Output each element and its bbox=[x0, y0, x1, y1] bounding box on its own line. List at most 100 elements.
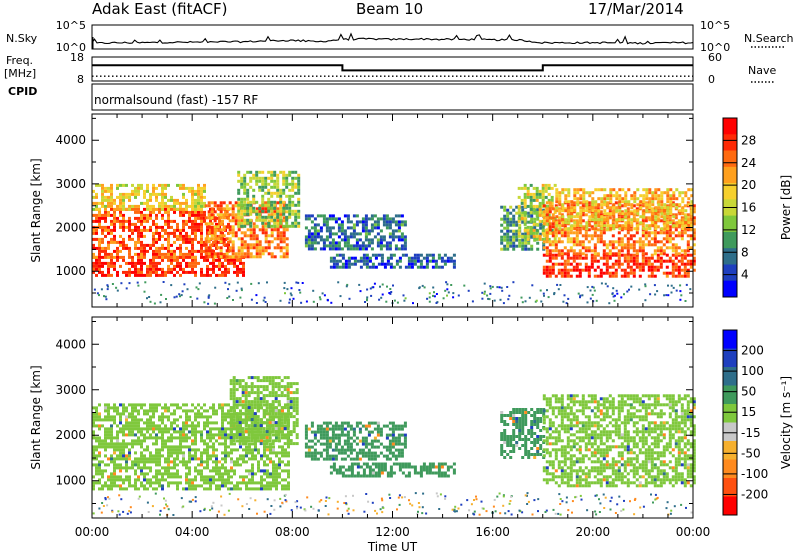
velocity-cell bbox=[128, 454, 131, 458]
power-cell bbox=[131, 222, 134, 226]
power-cell bbox=[285, 249, 289, 253]
velocity-cell bbox=[98, 445, 101, 449]
power-cell bbox=[304, 235, 308, 239]
power-cell bbox=[285, 252, 289, 256]
velocity-cell bbox=[155, 472, 158, 476]
power-cell bbox=[189, 296, 192, 298]
power-cell bbox=[509, 235, 513, 239]
power-cell bbox=[307, 217, 311, 221]
power-cell bbox=[125, 261, 128, 265]
velocity-cell bbox=[197, 430, 200, 434]
velocity-cell bbox=[182, 454, 185, 458]
power-cell bbox=[599, 231, 603, 235]
power-cell bbox=[200, 249, 203, 253]
power-cell bbox=[203, 195, 206, 199]
power-cell bbox=[319, 298, 322, 301]
power-cell bbox=[107, 225, 110, 229]
power-cell bbox=[560, 262, 564, 266]
power-cell bbox=[594, 218, 598, 222]
power-cell bbox=[294, 218, 298, 222]
power-cell bbox=[389, 265, 393, 269]
power-cell bbox=[240, 185, 244, 189]
velocity-cell bbox=[104, 409, 107, 413]
power-cell bbox=[576, 191, 580, 195]
power-cell bbox=[216, 246, 220, 250]
velocity-cell bbox=[125, 460, 128, 464]
power-cell bbox=[203, 249, 206, 253]
power-cell bbox=[200, 237, 203, 241]
power-cell bbox=[609, 188, 613, 192]
velocity-cell bbox=[191, 457, 194, 461]
power-cell bbox=[572, 231, 576, 235]
power-cell bbox=[686, 253, 690, 257]
power-cell bbox=[518, 226, 522, 230]
velocity-cell bbox=[140, 439, 143, 443]
power-cell bbox=[355, 238, 359, 242]
power-cell bbox=[188, 189, 191, 193]
power-cell bbox=[116, 195, 119, 199]
velocity-cell bbox=[128, 475, 131, 479]
power-cell bbox=[624, 212, 628, 216]
velocity-cell bbox=[140, 481, 143, 485]
power-cell bbox=[442, 297, 445, 300]
velocity-cell bbox=[161, 418, 164, 422]
power-cell bbox=[633, 194, 637, 198]
power-cell bbox=[173, 240, 176, 244]
power-cell bbox=[113, 261, 116, 265]
velocity-cell bbox=[119, 445, 122, 449]
power-cell bbox=[291, 224, 295, 228]
power-cell bbox=[651, 215, 655, 219]
power-cell bbox=[155, 237, 158, 241]
power-cell bbox=[243, 197, 247, 201]
velocity-cell bbox=[131, 439, 134, 443]
power-cell bbox=[367, 244, 371, 248]
power-cell bbox=[593, 249, 597, 253]
power-cell bbox=[288, 203, 292, 207]
power-cell bbox=[182, 237, 185, 241]
power-cell bbox=[606, 194, 610, 198]
power-cell bbox=[576, 215, 580, 219]
power-cell bbox=[231, 204, 235, 208]
power-cell bbox=[518, 244, 522, 248]
power-cell bbox=[110, 252, 113, 256]
power-cell bbox=[116, 204, 119, 208]
velocity-cell bbox=[194, 412, 197, 416]
power-cell bbox=[570, 224, 574, 228]
power-cell bbox=[224, 210, 227, 214]
power-cell bbox=[92, 267, 95, 271]
velocity-cell bbox=[251, 475, 254, 479]
power-cell bbox=[261, 179, 265, 183]
power-cell bbox=[597, 218, 601, 222]
power-cell bbox=[237, 191, 241, 195]
power-cell bbox=[167, 183, 170, 187]
power-cell bbox=[575, 240, 579, 244]
power-cell bbox=[512, 232, 516, 236]
power-cell bbox=[680, 234, 684, 238]
power-cell bbox=[140, 264, 143, 268]
power-cell bbox=[600, 200, 604, 204]
velocity-cell bbox=[122, 406, 125, 410]
power-cell bbox=[203, 201, 206, 205]
power-cell bbox=[340, 232, 344, 236]
power-cell bbox=[532, 204, 536, 208]
velocity-cell bbox=[128, 448, 131, 452]
power-cell bbox=[554, 249, 558, 253]
power-cell bbox=[188, 255, 191, 259]
velocity-cell bbox=[92, 424, 95, 428]
power-cell bbox=[668, 256, 672, 260]
power-cell bbox=[656, 231, 660, 235]
power-cell bbox=[104, 216, 107, 220]
power-cell bbox=[249, 221, 253, 225]
velocity-cell bbox=[278, 460, 281, 464]
power-cell bbox=[176, 264, 179, 268]
power-cell bbox=[167, 216, 170, 220]
velocity-cell bbox=[263, 472, 266, 476]
power-cell bbox=[222, 213, 226, 217]
power-cell bbox=[382, 235, 386, 239]
velocity-cell bbox=[98, 436, 101, 440]
velocity-cell bbox=[176, 436, 179, 440]
power-cell bbox=[273, 191, 277, 195]
power-cell bbox=[140, 270, 143, 274]
power-cell bbox=[343, 241, 347, 245]
